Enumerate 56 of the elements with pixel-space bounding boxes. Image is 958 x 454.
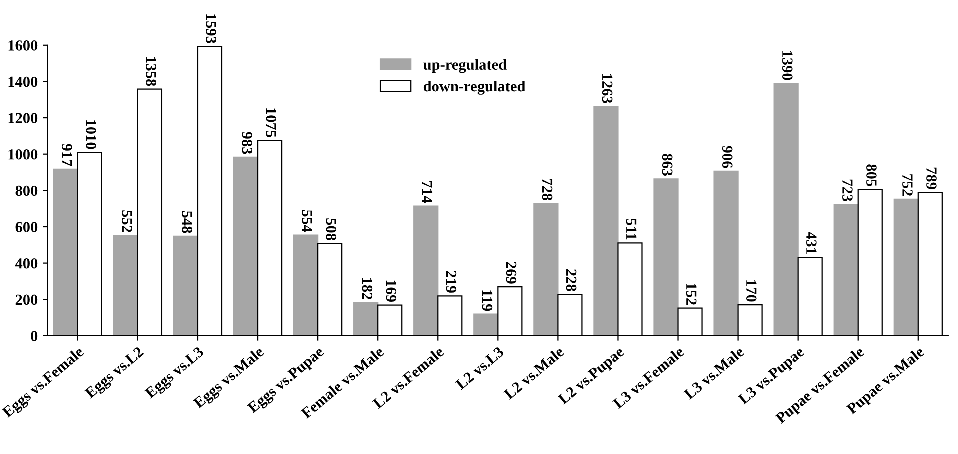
data-label: 1075	[266, 108, 277, 138]
y-tick-label: 1200	[8, 113, 38, 124]
bar	[113, 235, 139, 336]
data-label: 906	[722, 146, 733, 168]
data-label: 228	[566, 270, 577, 292]
y-tick-label: 1000	[8, 150, 38, 160]
legend-label: down-regulated	[424, 80, 526, 95]
y-tick-label: 600	[16, 222, 38, 232]
y-tick-label: 200	[16, 294, 38, 306]
data-label: 1263	[602, 74, 613, 104]
bar	[654, 178, 679, 336]
data-label: 863	[662, 154, 673, 176]
data-label: 714	[422, 182, 433, 204]
data-label: 219	[446, 271, 457, 293]
data-label: 723	[842, 180, 853, 202]
bar	[894, 198, 919, 336]
bar	[474, 314, 499, 336]
bar	[53, 168, 78, 336]
y-tick-label: 1400	[8, 76, 38, 88]
y-tick-label: 800	[16, 186, 38, 196]
bar	[834, 204, 859, 336]
data-label: 431	[806, 232, 817, 254]
data-label: 511	[626, 218, 637, 240]
data-label: 170	[746, 280, 757, 302]
bar	[774, 82, 799, 336]
data-label: 1593	[206, 14, 216, 44]
bar	[233, 156, 259, 336]
bar	[594, 106, 619, 336]
data-label: 554	[302, 210, 312, 232]
data-label: 805	[866, 164, 877, 186]
y-tick-label: 400	[15, 258, 38, 269]
data-label: 548	[182, 211, 192, 234]
bar	[173, 236, 199, 336]
bar	[714, 170, 739, 336]
data-label: 1358	[146, 57, 156, 86]
data-label: 983	[242, 132, 252, 154]
bar	[414, 206, 439, 336]
data-label: 552	[122, 210, 132, 232]
data-label: 269	[506, 262, 517, 284]
data-label: 508	[326, 218, 337, 240]
data-label: 182	[362, 278, 373, 300]
data-label: 917	[62, 144, 72, 166]
data-label: 119	[482, 290, 493, 312]
data-label: 152	[686, 284, 697, 305]
legend-label: up-regulated	[424, 59, 507, 74]
bar	[534, 203, 559, 336]
bar	[293, 234, 319, 336]
data-label: 752	[902, 174, 913, 196]
data-label: 169	[386, 280, 397, 302]
data-label: 1390	[782, 51, 793, 80]
data-label: 789	[926, 168, 937, 190]
data-label: 1010	[86, 120, 96, 150]
bar	[354, 302, 379, 336]
y-tick-label: 1600	[8, 40, 38, 51]
y-tick-label: 0	[31, 331, 38, 342]
data-label: 728	[542, 178, 553, 201]
